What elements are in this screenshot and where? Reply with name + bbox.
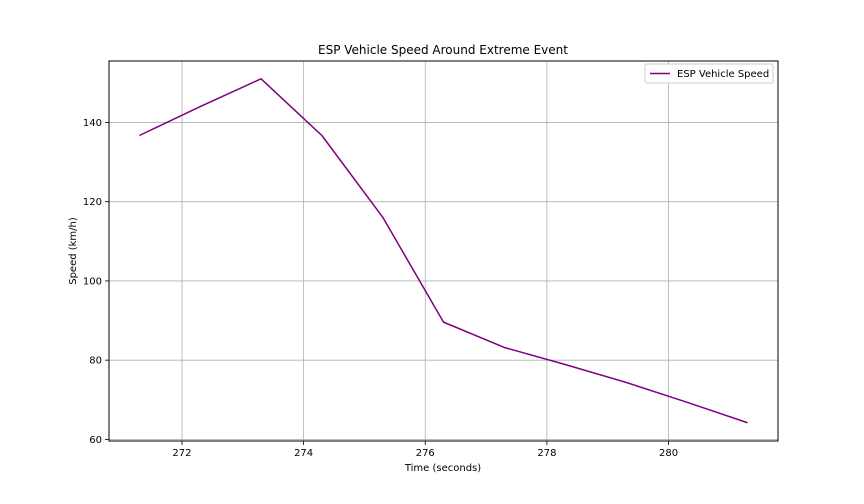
y-tick-label: 120 [83,197,102,208]
y-axis-ticks: 60 80 100 120 140 [83,118,109,446]
x-tick-label: 276 [416,448,435,459]
legend-box [644,63,774,84]
x-tick-label: 274 [294,448,313,459]
x-axis-ticks: 272 274 276 278 280 [172,441,678,459]
x-tick-label: 278 [537,448,556,459]
chart-title: ESP Vehicle Speed Around Extreme Event [318,43,568,57]
grid-lines [109,61,778,441]
plot-background [109,61,778,441]
legend-label: ESP Vehicle Speed [677,69,769,80]
x-tick-label: 280 [659,448,678,459]
series-layer [139,78,748,424]
y-tick-label: 100 [83,276,102,287]
series-line [139,78,748,424]
x-axis-label: Time (seconds) [404,463,481,474]
y-tick-label: 60 [89,435,102,446]
y-tick-label: 80 [89,356,102,367]
plot-frame [108,60,779,442]
y-tick-label: 140 [83,118,102,129]
x-tick-label: 272 [172,448,191,459]
y-axis-label: Speed (km/h) [68,217,79,285]
legend: ESP Vehicle Speed [644,63,774,84]
